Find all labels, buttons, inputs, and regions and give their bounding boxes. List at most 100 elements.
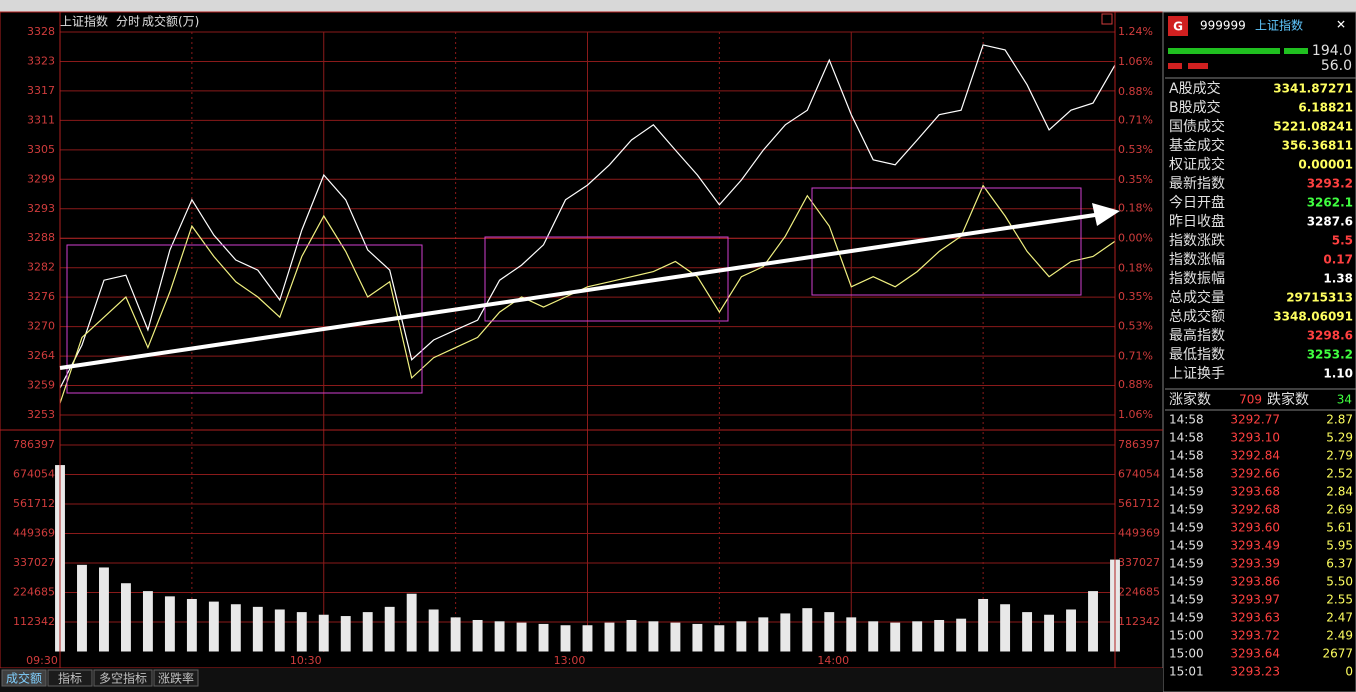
tick-volume: 5.50 bbox=[1326, 575, 1353, 589]
tick-price: 3292.77 bbox=[1230, 413, 1280, 427]
volume-bar bbox=[538, 623, 549, 652]
tick-time: 15:00 bbox=[1169, 629, 1204, 643]
tab-label[interactable]: 指标 bbox=[58, 671, 82, 686]
volume-bar bbox=[736, 621, 747, 652]
y-tick-label: 3317 bbox=[27, 84, 55, 97]
volume-bar bbox=[472, 619, 483, 652]
quote-value: 5221.08241 bbox=[1273, 120, 1353, 134]
tick-volume: 2.52 bbox=[1326, 467, 1353, 481]
y-tick-label: 3264 bbox=[27, 349, 55, 362]
volume-bar bbox=[318, 614, 329, 652]
badge: G bbox=[1173, 20, 1183, 34]
volume-bar bbox=[1088, 591, 1098, 652]
volume-bar bbox=[1000, 604, 1011, 652]
volume-bar bbox=[164, 596, 175, 652]
volume-bar bbox=[560, 625, 571, 652]
annotations bbox=[59, 187, 1120, 394]
tick-volume: 2677 bbox=[1322, 647, 1353, 661]
tick-volume: 6.37 bbox=[1326, 557, 1353, 571]
volume-bar bbox=[868, 621, 879, 652]
chart-header[interactable]: 成交额(万) bbox=[142, 14, 199, 29]
y2-tick-label: 0.35% bbox=[1118, 173, 1153, 186]
window-icon[interactable] bbox=[1101, 13, 1113, 25]
close-button[interactable]: ✕ bbox=[1336, 18, 1346, 32]
breadth-label: 跌家数 bbox=[1267, 391, 1309, 408]
volume-bar bbox=[626, 619, 637, 652]
tick-volume: 5.29 bbox=[1326, 431, 1353, 445]
y2-tick-label: 0.18% bbox=[1118, 202, 1153, 215]
tick-price: 3293.86 bbox=[1230, 575, 1280, 589]
volume-bar bbox=[274, 609, 285, 652]
quote-label: 指数涨跌 bbox=[1169, 233, 1225, 249]
breadth-value: 34 bbox=[1337, 393, 1352, 407]
tab-label[interactable]: 多空指标 bbox=[99, 671, 147, 686]
volume-bar bbox=[208, 601, 219, 652]
tab-label[interactable]: 成交额 bbox=[6, 671, 42, 686]
tab[interactable] bbox=[47, 669, 93, 687]
range-box bbox=[811, 187, 1082, 296]
tick-time: 15:00 bbox=[1169, 647, 1204, 661]
tick-volume: 2.49 bbox=[1326, 629, 1353, 643]
y2-tick-label: 0.88% bbox=[1118, 378, 1153, 391]
tick-price: 3293.68 bbox=[1230, 485, 1280, 499]
tick-price: 3292.66 bbox=[1230, 467, 1280, 481]
quote-label: 最高指数 bbox=[1169, 327, 1225, 344]
chart-header[interactable]: 分时 bbox=[116, 15, 140, 29]
index-name: 上证指数 bbox=[1255, 18, 1303, 33]
tab[interactable] bbox=[153, 669, 199, 687]
quote-value: 1.10 bbox=[1323, 367, 1353, 381]
tick-price: 3293.49 bbox=[1230, 539, 1280, 553]
tick-time: 14:59 bbox=[1169, 611, 1204, 625]
trend-arrow bbox=[59, 213, 1096, 370]
tick-volume: 2.69 bbox=[1326, 503, 1353, 517]
quote-label: 上证换手 bbox=[1169, 365, 1225, 382]
y-tick-label-right: 561712 bbox=[1118, 497, 1160, 510]
badge-box bbox=[1168, 16, 1188, 36]
volume-bar bbox=[494, 621, 505, 652]
chart-panel bbox=[0, 11, 1164, 669]
tab-label[interactable]: 涨跌率 bbox=[158, 671, 194, 686]
volume-bar bbox=[1022, 612, 1033, 652]
y-tick-label: 3270 bbox=[27, 320, 55, 333]
price-line bbox=[59, 44, 1116, 389]
quote-label: 总成交额 bbox=[1169, 308, 1225, 325]
volume-bar bbox=[77, 564, 87, 652]
y-tick-label: 786397 bbox=[13, 438, 55, 451]
tick-time: 14:59 bbox=[1169, 557, 1204, 571]
quote-value: 3348.06091 bbox=[1273, 310, 1353, 324]
y2-tick-label: 1.06% bbox=[1118, 55, 1153, 68]
quote-label: 指数振幅 bbox=[1169, 271, 1225, 287]
y-tick-label: 3311 bbox=[27, 113, 55, 126]
bar bbox=[1188, 63, 1208, 69]
y-tick-label: 337027 bbox=[13, 556, 55, 569]
y-tick-label-right: 674054 bbox=[1118, 468, 1160, 481]
price-line bbox=[59, 184, 1116, 404]
y-tick-label-right: 224685 bbox=[1118, 585, 1160, 598]
tick-price: 3293.72 bbox=[1230, 629, 1280, 643]
y-tick-label: 3288 bbox=[27, 231, 55, 244]
tick-volume: 2.47 bbox=[1326, 611, 1353, 625]
quote-value: 3298.6 bbox=[1307, 329, 1353, 343]
tab[interactable] bbox=[93, 669, 153, 687]
quote-label: 国债成交 bbox=[1169, 118, 1225, 135]
x-tick-label: 13:00 bbox=[554, 654, 586, 667]
tick-volume: 2.79 bbox=[1326, 449, 1353, 463]
tick-price: 3292.84 bbox=[1230, 449, 1280, 463]
range-box bbox=[66, 244, 423, 394]
volume-bar bbox=[912, 621, 923, 652]
volume-bar bbox=[450, 617, 461, 652]
tick-price: 3293.10 bbox=[1230, 431, 1280, 445]
y-tick-label: 3253 bbox=[27, 408, 55, 421]
volume-bar bbox=[186, 598, 197, 652]
y-tick-label: 3293 bbox=[27, 202, 55, 215]
arrow-head bbox=[1092, 203, 1120, 226]
y2-tick-label: 0.88% bbox=[1118, 85, 1153, 98]
tick-time: 14:58 bbox=[1169, 449, 1204, 463]
y2-tick-label: 1.24% bbox=[1118, 25, 1153, 38]
volume-bar bbox=[846, 617, 857, 652]
tab[interactable] bbox=[1, 669, 47, 687]
quote-value: 356.36811 bbox=[1282, 139, 1353, 153]
range-box bbox=[484, 236, 729, 322]
volume-bar bbox=[99, 567, 109, 652]
